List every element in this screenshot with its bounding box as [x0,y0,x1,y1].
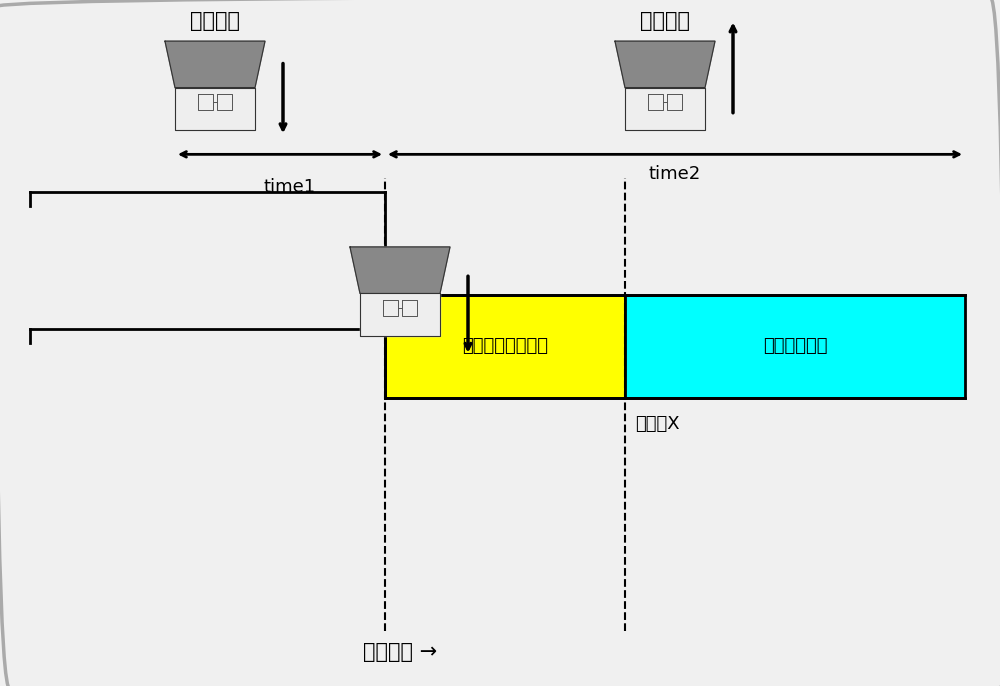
Text: ローマ字入力領域: ローマ字入力領域 [462,338,548,355]
Polygon shape [165,41,265,88]
Text: 同時打鍵領域: 同時打鍵領域 [763,338,827,355]
Polygon shape [615,41,715,88]
Text: 分岐点X: 分岐点X [635,415,680,433]
Text: 押し下げ: 押し下げ [190,11,240,31]
Text: 押し上げ: 押し上げ [640,11,690,31]
Polygon shape [625,88,705,130]
Text: time1: time1 [264,178,316,196]
Text: time2: time2 [649,165,701,182]
Bar [385,295,625,398]
Polygon shape [360,294,440,336]
Bar [625,295,965,398]
Polygon shape [350,247,450,294]
Text: 同時押し →: 同時押し → [363,641,437,662]
Polygon shape [175,88,255,130]
